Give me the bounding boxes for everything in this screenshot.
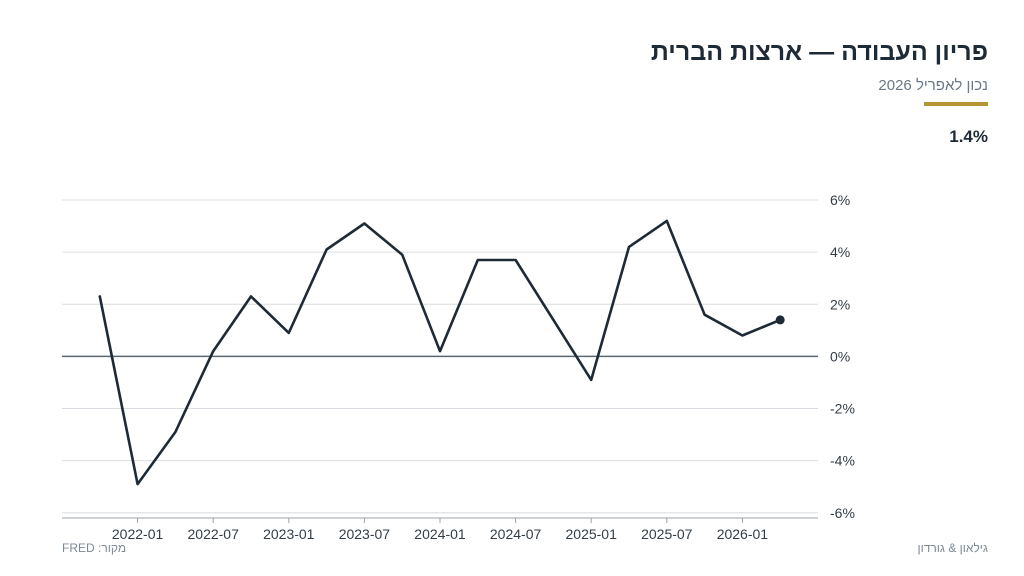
x-tick-label: 2026-01 [717,526,769,542]
series-layer [98,219,785,486]
y-tick-label: -4% [830,453,855,469]
x-tick-label: 2022-07 [188,526,240,542]
y-tick-label: -2% [830,401,855,417]
chart-title: פריון העבודה — ארצות הברית [650,38,988,66]
x-tick-label: 2025-07 [641,526,693,542]
grid-lines [62,199,818,514]
y-tick-label: -6% [830,505,855,521]
chart-subtitle: נכון לאפריל 2026 [878,77,988,94]
y-tick-label: 6% [830,192,850,208]
y-tick-label: 4% [830,244,850,260]
accent-rule [924,102,988,106]
brand-name: גילאון & גורדון [917,541,988,555]
x-tick-label: 2025-01 [566,526,618,542]
axes [62,355,818,523]
series-end-point [775,315,785,325]
latest-value: 1.4% [949,127,988,146]
x-tick-label: 2024-07 [490,526,542,542]
tick-labels: 6% 4% 2% 0% -2% -4% -6% 2022-01 2022-07 2023-01 20… [112,192,855,542]
x-tick-label: 2023-07 [339,526,391,542]
y-tick-label: 0% [830,348,850,364]
y-tick-label: 2% [830,296,850,312]
x-tick-label: 2022-01 [112,526,164,542]
series-line [98,219,782,486]
x-tick-label: 2024-01 [414,526,466,542]
x-tick-label: 2023-01 [263,526,315,542]
source-note: מקור: FRED [62,541,127,555]
